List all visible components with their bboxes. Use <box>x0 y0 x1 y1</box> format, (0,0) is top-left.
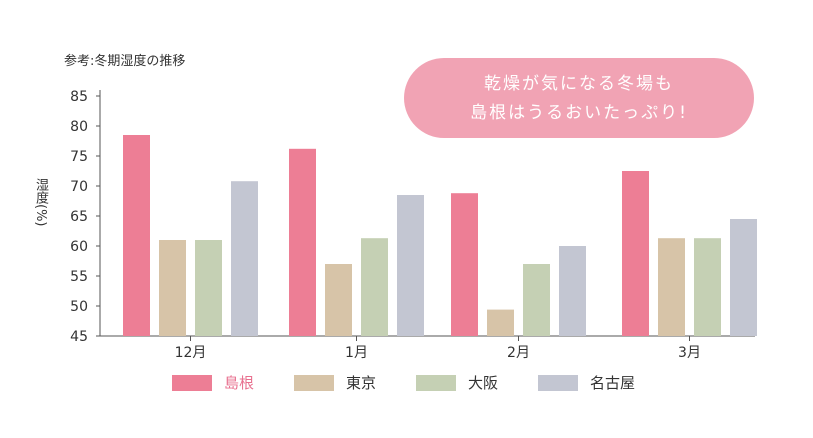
y-tick-label: 80 <box>70 119 88 135</box>
x-tick-label: 3月 <box>678 345 701 361</box>
bar-大阪-1月 <box>361 238 388 336</box>
callout-line-2: 島根はうるおいたっぷり! <box>470 103 688 123</box>
bar-東京-1月 <box>325 264 352 336</box>
x-tick-label: 2月 <box>507 345 530 361</box>
legend-label-osaka: 大阪 <box>468 374 499 392</box>
legend-label-shimane: 島根 <box>224 374 255 392</box>
y-tick-label: 60 <box>70 239 88 255</box>
y-tick-label: 75 <box>70 149 88 165</box>
bar-大阪-12月 <box>195 240 222 336</box>
legend-label-nagoya: 名古屋 <box>590 374 636 392</box>
legend-item-nagoya: 名古屋 <box>538 372 660 393</box>
chart-title: 参考:冬期湿度の推移 <box>64 54 186 69</box>
bar-東京-2月 <box>487 309 514 336</box>
legend: 島根 東京 大阪 名古屋 <box>172 372 660 393</box>
legend-label-tokyo: 東京 <box>346 374 377 392</box>
legend-swatch-shimane <box>172 374 212 391</box>
y-tick-label: 50 <box>70 299 88 315</box>
bar-島根-12月 <box>123 135 150 336</box>
y-tick-label: 55 <box>70 269 88 285</box>
bar-島根-1月 <box>289 148 316 336</box>
bar-名古屋-12月 <box>231 181 258 336</box>
legend-swatch-osaka <box>416 374 456 391</box>
bar-大阪-2月 <box>523 264 550 336</box>
callout-line-1: 乾燥が気になる冬場も <box>484 74 674 94</box>
y-tick-label: 85 <box>70 89 88 105</box>
bar-名古屋-1月 <box>397 195 424 336</box>
legend-item-osaka: 大阪 <box>416 372 538 393</box>
bar-東京-3月 <box>658 238 685 336</box>
legend-swatch-tokyo <box>294 374 334 391</box>
x-tick-label: 12月 <box>175 345 207 361</box>
legend-item-tokyo: 東京 <box>294 372 416 393</box>
callout-bubble: 乾燥が気になる冬場も 島根はうるおいたっぷり! <box>404 58 754 138</box>
bar-名古屋-3月 <box>730 219 757 336</box>
bar-島根-3月 <box>622 171 649 336</box>
bar-東京-12月 <box>159 240 186 336</box>
bar-島根-2月 <box>451 193 478 336</box>
y-tick-label: 70 <box>70 179 88 195</box>
bar-大阪-3月 <box>694 238 721 336</box>
y-tick-label: 65 <box>70 209 88 225</box>
y-tick-label: 45 <box>70 329 88 345</box>
bar-名古屋-2月 <box>559 246 586 336</box>
y-axis-label: 湿度(%) <box>33 178 48 227</box>
legend-swatch-nagoya <box>538 374 578 391</box>
legend-item-shimane: 島根 <box>172 372 294 393</box>
x-tick-label: 1月 <box>345 345 368 361</box>
